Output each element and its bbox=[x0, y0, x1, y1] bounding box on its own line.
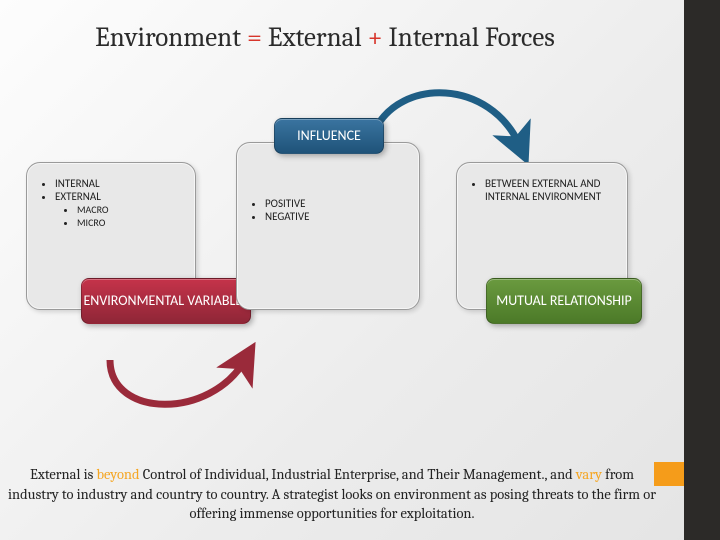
title-equals: = bbox=[247, 22, 262, 53]
bullet: NEGATIVE bbox=[265, 210, 405, 223]
footer-segment: vary bbox=[576, 466, 602, 483]
card-influence: POSITIVE NEGATIVE bbox=[236, 142, 420, 310]
right-sidebar-accent bbox=[654, 462, 684, 486]
sub-bullet: MICRO bbox=[77, 216, 181, 229]
badge-label: ENVIRONMENTAL VARIABLES bbox=[83, 293, 248, 309]
diagram-area: INTERNAL EXTERNAL MACRO MICRO ENVIRONMEN… bbox=[26, 150, 646, 380]
footer-text: External is beyond Control of Individual… bbox=[8, 465, 656, 524]
bullet: BETWEEN EXTERNAL AND INTERNAL ENVIRONMEN… bbox=[485, 177, 613, 203]
footer-segment: Control of Individual, Industrial Enterp… bbox=[140, 466, 576, 483]
footer-segment: beyond bbox=[96, 466, 139, 483]
sub-bullet: MACRO bbox=[77, 203, 181, 216]
card-mid-list: POSITIVE NEGATIVE bbox=[265, 197, 405, 223]
bullet: INTERNAL bbox=[55, 177, 181, 190]
badge-label: INFLUENCE bbox=[297, 128, 361, 144]
page-title: Environment = External + Internal Forces bbox=[0, 22, 650, 53]
bullet: POSITIVE bbox=[265, 197, 405, 210]
title-plus: + bbox=[368, 22, 383, 53]
badge-environmental-variables: ENVIRONMENTAL VARIABLES bbox=[81, 278, 251, 324]
card-right-list: BETWEEN EXTERNAL AND INTERNAL ENVIRONMEN… bbox=[485, 177, 613, 203]
badge-label: MUTUAL RELATIONSHIP bbox=[496, 293, 632, 309]
badge-mutual-relationship: MUTUAL RELATIONSHIP bbox=[486, 278, 642, 324]
title-seg-0: Environment bbox=[95, 22, 247, 53]
card-left-list: INTERNAL EXTERNAL MACRO MICRO bbox=[55, 177, 181, 229]
footer-segment: External is bbox=[30, 466, 96, 483]
title-seg-2: External bbox=[262, 22, 368, 53]
title-seg-4: Internal Forces bbox=[383, 22, 555, 53]
arrow-blue bbox=[375, 93, 520, 146]
badge-influence: INFLUENCE bbox=[274, 118, 384, 154]
bullet: EXTERNAL MACRO MICRO bbox=[55, 190, 181, 229]
bullet-label: EXTERNAL bbox=[55, 190, 101, 203]
right-sidebar-dark bbox=[684, 0, 720, 540]
